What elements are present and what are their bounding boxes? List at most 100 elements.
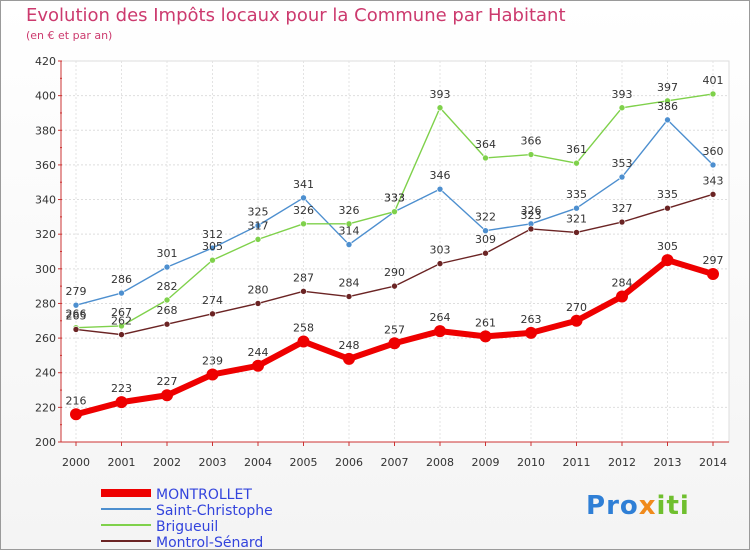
x-tick-label: 2009 (472, 456, 500, 469)
x-tick-label: 2007 (381, 456, 409, 469)
data-label: 265 (66, 309, 87, 322)
data-point (209, 256, 216, 264)
data-label: 401 (703, 74, 724, 87)
x-tick-label: 2014 (699, 456, 727, 469)
data-label: 297 (703, 254, 724, 267)
legend-label: MONTROLLET (156, 487, 252, 503)
data-point (206, 368, 219, 381)
y-tick-label: 340 (35, 194, 56, 207)
data-label: 274 (202, 294, 223, 307)
x-tick-label: 2006 (335, 456, 363, 469)
data-label: 244 (248, 346, 269, 359)
data-point (482, 249, 489, 257)
data-label: 301 (157, 247, 178, 260)
data-point (163, 263, 171, 271)
data-point (72, 326, 80, 333)
legend-label: Montrol-Sénard (156, 535, 263, 549)
x-tick-label: 2012 (608, 456, 636, 469)
data-point (391, 208, 398, 215)
data-label: 309 (475, 233, 496, 246)
data-label: 287 (293, 271, 314, 284)
data-label: 305 (657, 240, 678, 253)
data-point (300, 288, 307, 295)
data-point (254, 222, 262, 229)
data-label: 239 (202, 354, 223, 367)
data-point (118, 322, 125, 330)
data-point (300, 194, 307, 202)
y-tick-label: 260 (35, 332, 56, 345)
data-point (618, 218, 626, 226)
data-label: 248 (339, 339, 360, 352)
data-label: 284 (612, 277, 633, 290)
data-point (527, 225, 535, 233)
chart-subtitle: (en € et par an) (26, 29, 113, 42)
data-point (118, 289, 125, 297)
data-point (254, 300, 262, 307)
legend: MONTROLLETSaint-ChristopheBrigueuilMontr… (101, 487, 273, 549)
data-label: 264 (430, 311, 451, 324)
data-label: 326 (339, 204, 360, 217)
data-label: 286 (111, 273, 132, 286)
data-label: 353 (612, 157, 633, 170)
x-tick-label: 2010 (517, 456, 545, 469)
data-point (661, 254, 674, 267)
data-label: 326 (521, 204, 542, 217)
data-label: 346 (430, 169, 451, 182)
data-point (616, 290, 628, 303)
data-point (209, 244, 216, 252)
data-point (345, 220, 353, 228)
data-point (709, 191, 717, 198)
data-label: 364 (475, 138, 496, 151)
chart-title: Evolution des Impôts locaux pour la Comm… (26, 5, 566, 26)
data-label: 267 (111, 306, 132, 319)
data-point (388, 337, 401, 350)
grid-lines (61, 60, 729, 443)
data-label: 325 (248, 206, 269, 219)
y-tick-label: 220 (35, 401, 56, 414)
data-label: 261 (475, 316, 496, 329)
x-tick-label: 2000 (62, 456, 90, 469)
y-tick-label: 400 (35, 90, 56, 103)
data-label: 266 (66, 308, 87, 321)
data-point (664, 204, 671, 212)
x-axis: 2000 2001 2002 2003 2004 2005 2006 2007 2008 2009… (61, 441, 729, 469)
legend-label: Saint-Christophe (156, 503, 273, 519)
data-label: 326 (293, 204, 314, 217)
data-label: 312 (202, 228, 223, 241)
data-label: 366 (521, 135, 542, 148)
data-label: 303 (430, 244, 451, 257)
data-label: 268 (157, 304, 178, 317)
data-point (527, 151, 535, 158)
data-point (709, 161, 717, 169)
data-label: 223 (111, 382, 132, 395)
data-point (300, 220, 307, 228)
data-label: 323 (521, 209, 542, 222)
proxiti-logo: Proxiti (586, 491, 690, 521)
data-point (707, 268, 719, 281)
data-point (115, 396, 128, 409)
data-point (525, 326, 537, 339)
x-tick-label: 2008 (426, 456, 454, 469)
data-label: 397 (657, 81, 678, 94)
data-point (436, 260, 444, 267)
data-point (436, 185, 444, 193)
data-label: 343 (703, 174, 724, 187)
data-label: 361 (566, 143, 587, 156)
y-tick-label: 360 (35, 159, 56, 172)
x-tick-label: 2004 (244, 456, 272, 469)
data-label: 280 (248, 283, 269, 296)
y-tick-label: 380 (35, 124, 56, 137)
y-tick-label: 320 (35, 228, 56, 241)
data-label: 284 (339, 277, 360, 290)
data-label: 317 (248, 219, 269, 232)
x-tick-label: 2002 (153, 456, 181, 469)
data-label: 335 (657, 188, 678, 201)
x-tick-label: 2005 (290, 456, 318, 469)
data-label: 321 (566, 212, 587, 225)
y-tick-label: 280 (35, 297, 56, 310)
data-point (573, 229, 580, 236)
x-tick-label: 2013 (654, 456, 682, 469)
data-point (345, 293, 353, 300)
data-point (664, 97, 671, 105)
